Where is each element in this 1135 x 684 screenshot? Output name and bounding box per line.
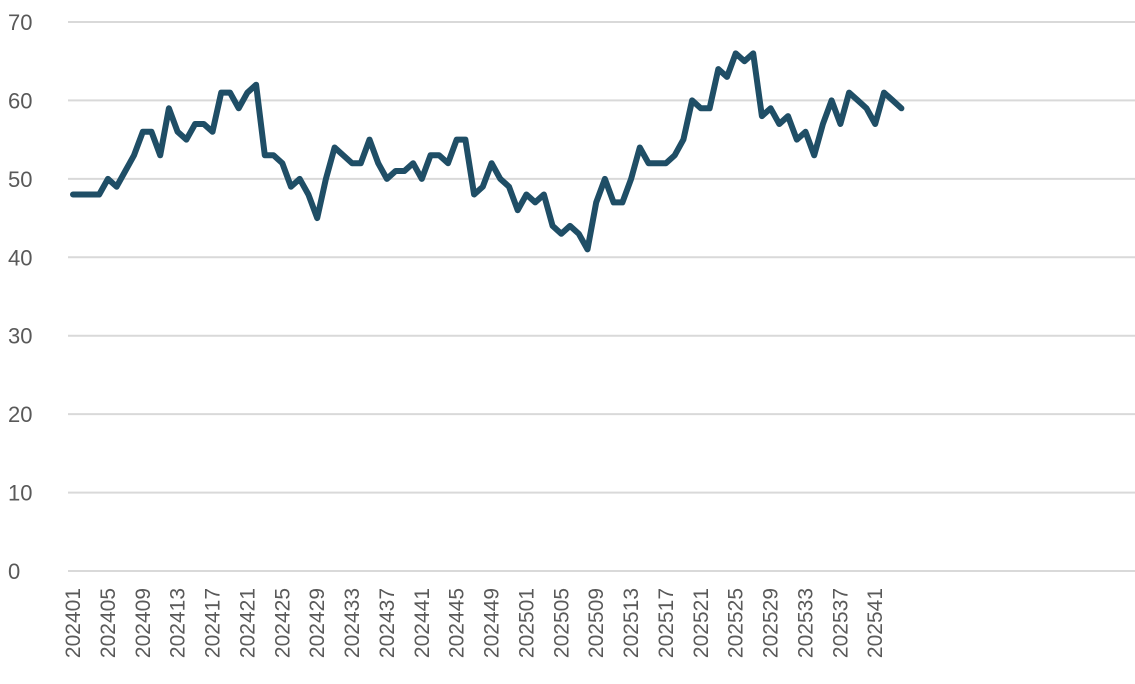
y-tick-label: 60: [8, 88, 32, 113]
x-tick-label: 202513: [620, 588, 643, 658]
x-tick-label: 202537: [829, 588, 852, 658]
y-tick-label: 70: [8, 10, 32, 35]
x-tick-label: 202413: [167, 588, 190, 658]
x-tick-label: 202541: [864, 588, 887, 658]
x-tick-label: 202441: [411, 588, 434, 658]
x-tick-label: 202529: [760, 588, 783, 658]
x-tick-label: 202449: [481, 588, 504, 658]
y-axis-ticks: 0 10 20 30 40 50 60 70: [8, 10, 32, 584]
y-tick-label: 0: [8, 559, 20, 584]
grid-layer: [68, 21, 1135, 572]
x-tick-label: 202521: [690, 588, 713, 658]
x-tick-label: 202409: [132, 588, 155, 658]
x-tick-label: 202405: [97, 588, 120, 658]
x-tick-label: 202429: [306, 588, 329, 658]
x-tick-label: 202437: [376, 588, 399, 658]
x-tick-label: 202445: [446, 588, 469, 658]
y-tick-label: 10: [8, 481, 32, 506]
y-tick-label: 20: [8, 402, 32, 427]
x-tick-label: 202517: [655, 588, 678, 658]
x-tick-label: 202421: [236, 588, 259, 658]
x-tick-label: 202401: [62, 588, 85, 658]
x-tick-label: 202509: [585, 588, 608, 658]
x-tick-label: 202417: [202, 588, 225, 658]
y-tick-label: 40: [8, 245, 32, 270]
y-tick-label: 30: [8, 324, 32, 349]
x-tick-label: 202505: [550, 588, 573, 658]
x-tick-label: 202425: [271, 588, 294, 658]
x-tick-label: 202525: [725, 588, 748, 658]
x-tick-label: 202501: [515, 588, 538, 658]
x-axis-ticks: 202401 202405 202409 202413 202417 202421 2024…: [62, 588, 887, 658]
x-tick-label: 202533: [794, 588, 817, 658]
series-layer: [70, 50, 905, 253]
x-tick-label: 202433: [341, 588, 364, 658]
y-tick-label: 50: [8, 167, 32, 192]
series-line-0: [70, 50, 905, 253]
